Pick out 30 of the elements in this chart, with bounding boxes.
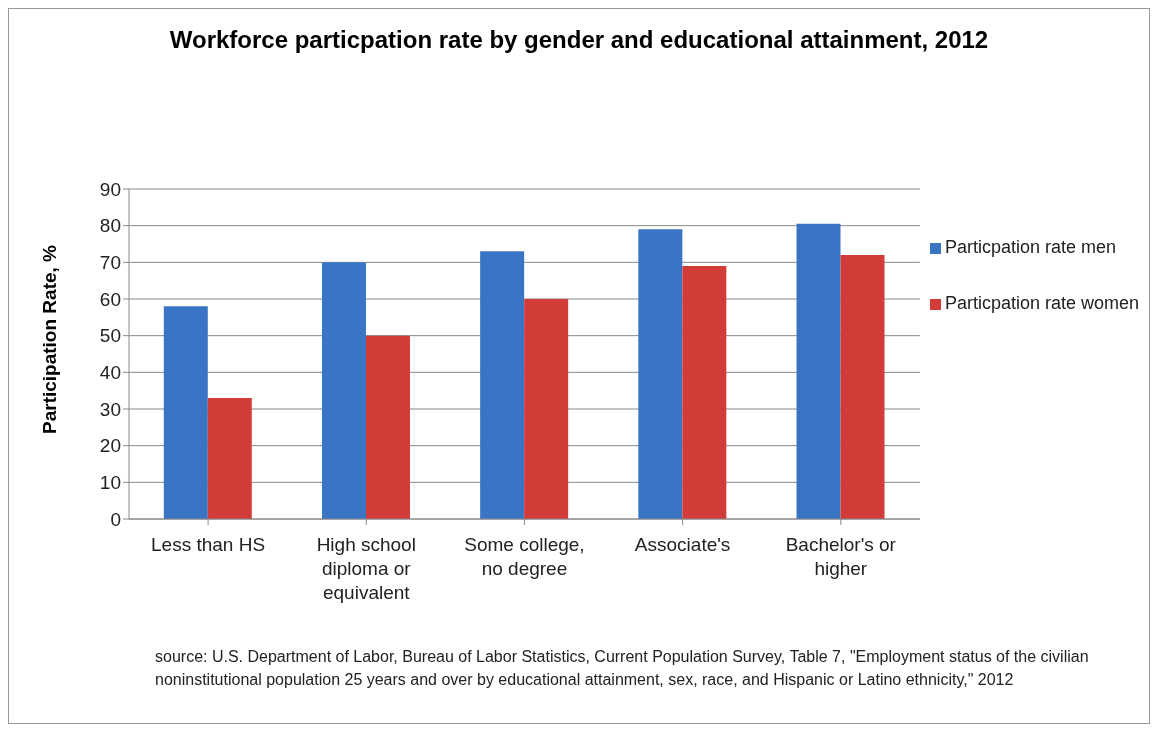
y-tick-label: 20 [99,435,121,457]
legend-label: Particpation rate men [944,237,1116,257]
y-tick-label: 70 [99,252,121,274]
x-tick-label: Some college, no degree [464,534,585,579]
y-tick-label: 90 [99,178,121,200]
y-tick-label: 0 [110,508,121,530]
bar [163,306,208,519]
chart-title: Workforce particpation rate by gender and educational attainment, 2012 [168,25,990,55]
bar [480,251,525,519]
bar [840,255,885,519]
x-tick-label: Less than HS [151,534,266,555]
bar [321,262,366,519]
bar [365,335,410,519]
y-tick-label: 50 [99,325,121,347]
bar [796,223,841,519]
y-tick-label: 80 [99,215,121,237]
y-tick-label: 10 [99,472,121,494]
y-tick-label: 30 [99,398,121,420]
y-tick-label: 60 [99,288,121,310]
source-note: source: U.S. Department of Labor, Bureau of Labor Statistics, Current Population Survey, Table 7, "Employment status of the civilian noninstitutional population 25 years and over by educational attainment, sex, race, and Hispanic or Latino ethnicity," 2012 [155,647,1090,690]
bar [638,229,683,519]
bar [682,266,727,519]
x-tick-label: Bachelor's or higher [785,534,897,579]
bar [207,398,252,519]
x-tick-label: Associate's [634,534,731,555]
legend-label: Particpation rate women [944,293,1139,313]
bar [524,299,569,519]
x-tick-label: High school diploma or equivalent [316,534,416,603]
y-axis-title: Participation Rate, % [38,244,60,434]
y-tick-label: 40 [99,362,121,384]
